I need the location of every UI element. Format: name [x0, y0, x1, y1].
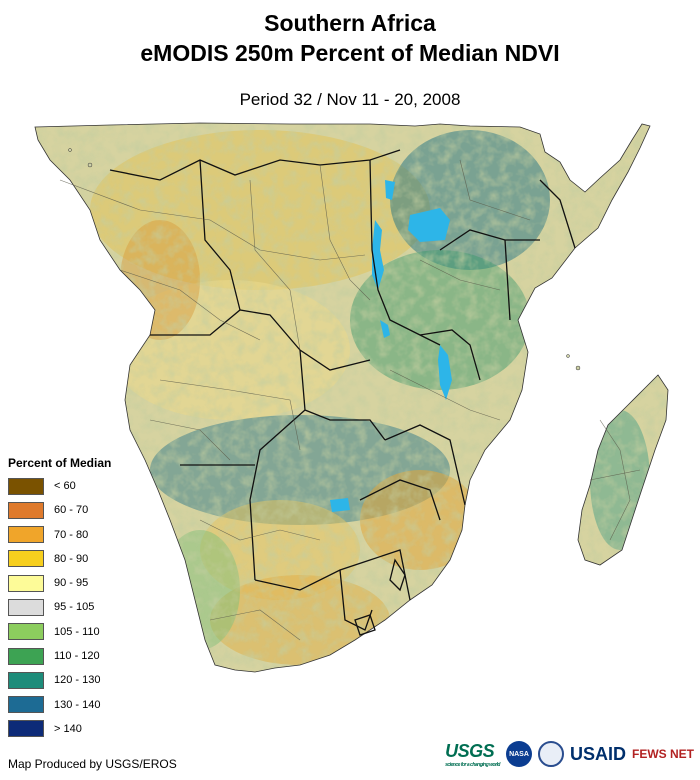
legend-title: Percent of Median — [8, 456, 112, 470]
map-title-line2: eMODIS 250m Percent of Median NDVI — [140, 40, 560, 66]
legend-label: 90 - 95 — [54, 577, 89, 590]
legend-label: 105 - 110 — [54, 625, 100, 638]
legend-item: 120 - 130 — [8, 670, 148, 690]
usda-seal-icon — [537, 741, 564, 767]
legend-swatch — [8, 598, 44, 616]
map-title-line1: Southern Africa — [264, 10, 436, 36]
legend-item: 110 - 120 — [8, 646, 148, 666]
partner-logos: USGS science for a changing world NASA US… — [445, 737, 694, 771]
legend-item: 70 - 80 — [8, 525, 148, 545]
legend-swatch — [8, 550, 44, 568]
legend-label: 80 - 90 — [54, 552, 89, 565]
usaid-logo: USAID — [569, 743, 626, 764]
legend-swatch — [8, 647, 44, 665]
ndvi-map — [34, 122, 669, 673]
legend-item: 95 - 105 — [8, 597, 148, 617]
legend-swatch — [8, 477, 44, 495]
legend-swatch — [8, 623, 44, 641]
legend-swatch — [8, 696, 44, 714]
legend-label: 70 - 80 — [54, 528, 89, 541]
map-credit: Map Produced by USGS/EROS — [8, 757, 177, 771]
legend-item: 130 - 140 — [8, 695, 148, 715]
legend-swatch — [8, 671, 44, 689]
fews-net-logo: FEWS NET — [632, 747, 694, 761]
usgs-logo: USGS science for a changing world — [445, 740, 500, 768]
legend-swatch — [8, 526, 44, 544]
legend-swatch — [8, 501, 44, 519]
legend-label: < 60 — [54, 480, 76, 492]
legend-item: 105 - 110 — [8, 622, 148, 642]
legend-label: 60 - 70 — [54, 504, 89, 517]
legend-label: 110 - 120 — [54, 650, 100, 663]
nasa-logo: NASA — [505, 741, 532, 767]
legend-label: 130 - 140 — [54, 698, 101, 711]
legend-label: > 140 — [54, 722, 82, 735]
legend-item: < 60 — [8, 476, 148, 496]
legend-label: 120 - 130 — [54, 674, 101, 687]
country-borders — [109, 149, 576, 636]
legend-item: > 140 — [8, 719, 148, 739]
admin-boundaries — [59, 159, 641, 641]
legend-item: 60 - 70 — [8, 500, 148, 520]
legend-item: 80 - 90 — [8, 549, 148, 569]
lakes — [330, 180, 452, 512]
legend-swatch — [8, 720, 44, 738]
legend-swatch — [8, 574, 44, 592]
legend: Percent of Median < 60 60 - 70 70 - 80 80 -… — [8, 456, 148, 743]
map-period: Period 32 / Nov 11 - 20, 2008 — [239, 90, 461, 109]
legend-item: 90 - 95 — [8, 573, 148, 593]
legend-label: 95 - 105 — [54, 601, 95, 614]
